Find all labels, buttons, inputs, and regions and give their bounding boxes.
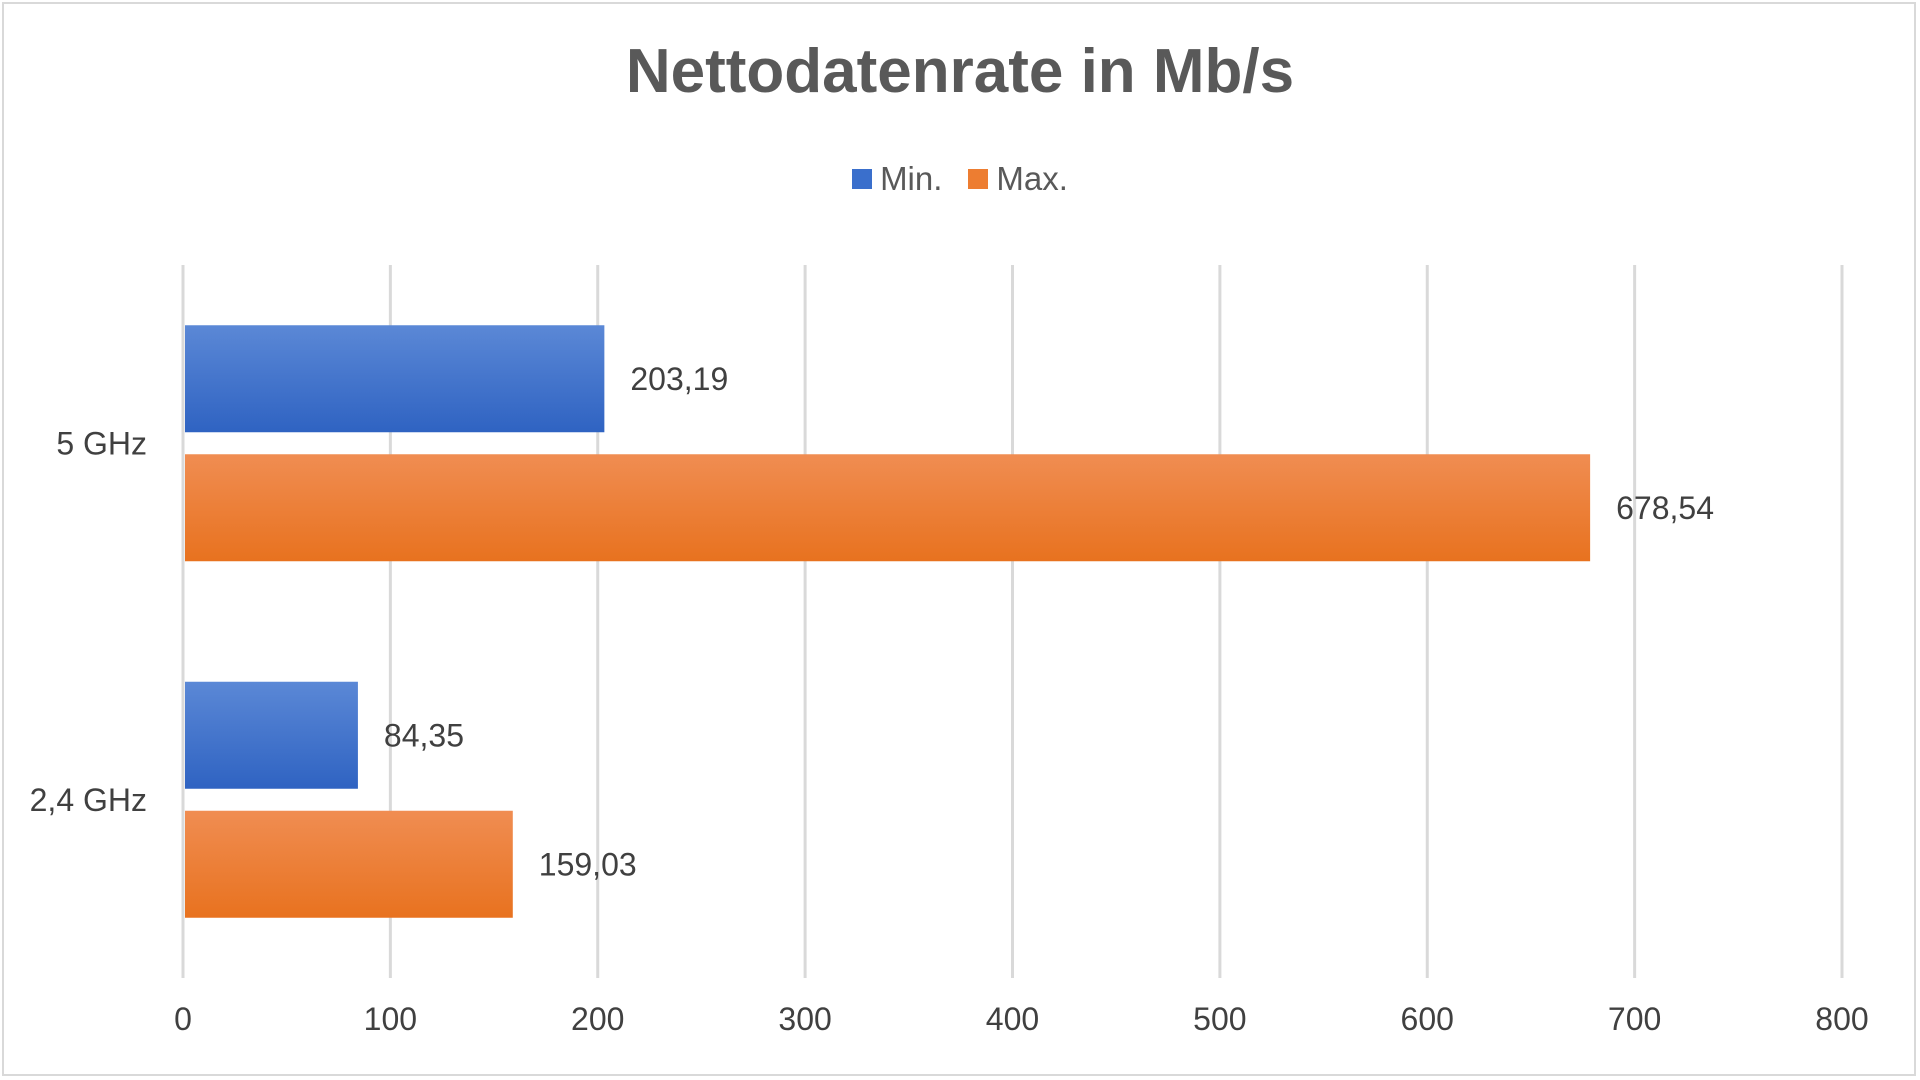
legend-swatch-max bbox=[968, 169, 989, 189]
legend-label-max: Max. bbox=[996, 160, 1068, 197]
data-label: 84,35 bbox=[384, 717, 464, 753]
bar-min bbox=[185, 681, 358, 789]
x-tick-label: 100 bbox=[364, 1001, 417, 1037]
data-label: 203,19 bbox=[630, 361, 728, 397]
x-tick-label: 500 bbox=[1193, 1001, 1246, 1037]
x-tick-label: 400 bbox=[986, 1001, 1039, 1037]
bar-layer bbox=[185, 325, 1591, 918]
legend: Min. Max. bbox=[0, 160, 1920, 198]
category-label: 5 GHz bbox=[56, 425, 147, 461]
bar-max bbox=[185, 454, 1591, 562]
grid-layer: 0 100 200 300 400 500 600 700 800 bbox=[174, 265, 1869, 1037]
x-tick-label: 800 bbox=[1815, 1001, 1868, 1037]
bar-max bbox=[185, 810, 513, 918]
chart-title: Nettodatenrate in Mb/s bbox=[625, 37, 1295, 106]
x-tick-label: 200 bbox=[571, 1001, 624, 1037]
label-layer: 5 GHz 203,19 678,54 2,4 GHz 84,35 159,03 bbox=[30, 361, 1714, 883]
x-tick-label: 300 bbox=[778, 1001, 831, 1037]
legend-item-min: Min. bbox=[852, 160, 942, 198]
data-label: 159,03 bbox=[539, 846, 637, 882]
category-label: 2,4 GHz bbox=[30, 782, 147, 818]
x-tick-label: 600 bbox=[1401, 1001, 1454, 1037]
x-tick-label: 0 bbox=[174, 1001, 192, 1037]
legend-item-max: Max. bbox=[968, 160, 1068, 198]
x-tick-label: 700 bbox=[1608, 1001, 1661, 1037]
bar-min bbox=[185, 325, 605, 433]
legend-swatch-min bbox=[852, 169, 873, 189]
legend-label-min: Min. bbox=[880, 160, 943, 197]
data-label: 678,54 bbox=[1616, 490, 1714, 526]
